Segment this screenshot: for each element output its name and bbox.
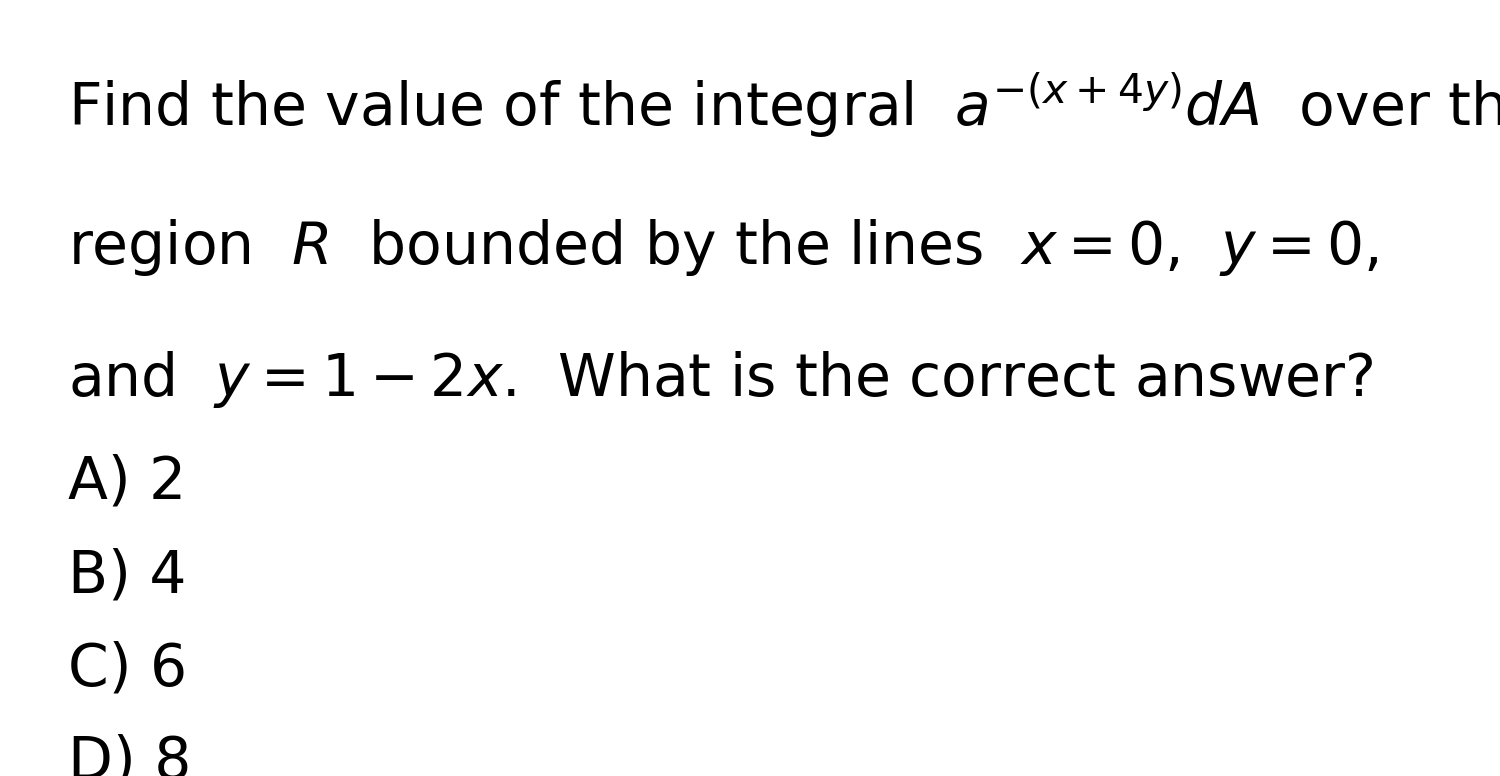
Text: and  $y=1-2x$.  What is the correct answer?: and $y=1-2x$. What is the correct answer… bbox=[68, 349, 1372, 411]
Text: region  $R$  bounded by the lines  $x=0$,  $y=0$,: region $R$ bounded by the lines $x=0$, $… bbox=[68, 217, 1378, 279]
Text: Find the value of the integral  $a^{-(x+4y)}dA$  over the: Find the value of the integral $a^{-(x+4… bbox=[68, 70, 1500, 140]
Text: D) 8: D) 8 bbox=[68, 733, 190, 776]
Text: A) 2: A) 2 bbox=[68, 454, 186, 511]
Text: B) 4: B) 4 bbox=[68, 547, 186, 604]
Text: C) 6: C) 6 bbox=[68, 640, 186, 697]
